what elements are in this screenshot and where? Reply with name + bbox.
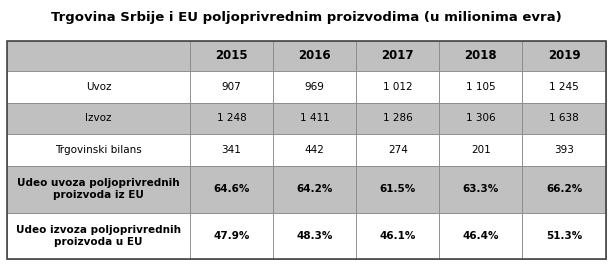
Bar xyxy=(522,71,606,103)
Text: 46.4%: 46.4% xyxy=(463,231,499,241)
Bar xyxy=(7,71,190,103)
Bar xyxy=(522,166,606,213)
Text: 66.2%: 66.2% xyxy=(546,184,582,194)
Text: 274: 274 xyxy=(388,145,408,155)
Text: Udeo uvoza poljoprivrednih
proizvoda iz EU: Udeo uvoza poljoprivrednih proizvoda iz … xyxy=(17,178,180,200)
Bar xyxy=(273,213,356,259)
Text: 393: 393 xyxy=(554,145,574,155)
Bar xyxy=(356,213,440,259)
Bar xyxy=(7,134,190,166)
Text: Trgovinski bilans: Trgovinski bilans xyxy=(55,145,142,155)
Text: 1 012: 1 012 xyxy=(383,82,413,92)
Text: 47.9%: 47.9% xyxy=(213,231,249,241)
Bar xyxy=(273,41,356,71)
Bar xyxy=(190,71,273,103)
Bar xyxy=(522,213,606,259)
Bar xyxy=(273,71,356,103)
Text: 64.6%: 64.6% xyxy=(213,184,249,194)
Bar xyxy=(356,166,440,213)
Text: 1 638: 1 638 xyxy=(549,114,579,124)
Bar xyxy=(356,134,440,166)
Text: 1 286: 1 286 xyxy=(383,114,413,124)
Text: 48.3%: 48.3% xyxy=(297,231,333,241)
Text: 1 105: 1 105 xyxy=(466,82,496,92)
Bar xyxy=(273,134,356,166)
Bar xyxy=(273,103,356,134)
Text: 1 248: 1 248 xyxy=(216,114,246,124)
Text: 969: 969 xyxy=(305,82,324,92)
Bar xyxy=(7,166,190,213)
Bar xyxy=(440,166,522,213)
Bar xyxy=(522,41,606,71)
Text: 2015: 2015 xyxy=(215,49,248,63)
Bar xyxy=(190,134,273,166)
Bar xyxy=(356,41,440,71)
Bar xyxy=(440,71,522,103)
Bar xyxy=(522,103,606,134)
Text: 341: 341 xyxy=(221,145,242,155)
Text: 2018: 2018 xyxy=(465,49,497,63)
Bar xyxy=(190,213,273,259)
Bar xyxy=(440,41,522,71)
Text: Uvoz: Uvoz xyxy=(86,82,112,92)
Bar xyxy=(440,134,522,166)
Text: Trgovina Srbije i EU poljoprivrednim proizvodima (u milionima evra): Trgovina Srbije i EU poljoprivrednim pro… xyxy=(51,11,562,24)
Text: 1 411: 1 411 xyxy=(300,114,329,124)
Text: 64.2%: 64.2% xyxy=(297,184,333,194)
Text: 1 245: 1 245 xyxy=(549,82,579,92)
Bar xyxy=(440,213,522,259)
Bar xyxy=(440,103,522,134)
Bar xyxy=(356,71,440,103)
Bar xyxy=(190,103,273,134)
Bar xyxy=(7,41,190,71)
Text: Udeo izvoza poljoprivrednih
proizvoda u EU: Udeo izvoza poljoprivrednih proizvoda u … xyxy=(16,225,181,247)
Bar xyxy=(7,213,190,259)
Text: 201: 201 xyxy=(471,145,491,155)
Text: 63.3%: 63.3% xyxy=(463,184,499,194)
Text: 51.3%: 51.3% xyxy=(546,231,582,241)
Text: 61.5%: 61.5% xyxy=(379,184,416,194)
Bar xyxy=(522,134,606,166)
Bar xyxy=(273,166,356,213)
Bar xyxy=(190,166,273,213)
Text: 46.1%: 46.1% xyxy=(379,231,416,241)
Text: 907: 907 xyxy=(221,82,242,92)
Bar xyxy=(190,41,273,71)
Text: 442: 442 xyxy=(305,145,324,155)
Text: 2019: 2019 xyxy=(548,49,581,63)
Text: 2016: 2016 xyxy=(299,49,331,63)
Text: Izvoz: Izvoz xyxy=(85,114,112,124)
Bar xyxy=(356,103,440,134)
Text: 2017: 2017 xyxy=(381,49,414,63)
Text: 1 306: 1 306 xyxy=(466,114,496,124)
Bar xyxy=(7,103,190,134)
